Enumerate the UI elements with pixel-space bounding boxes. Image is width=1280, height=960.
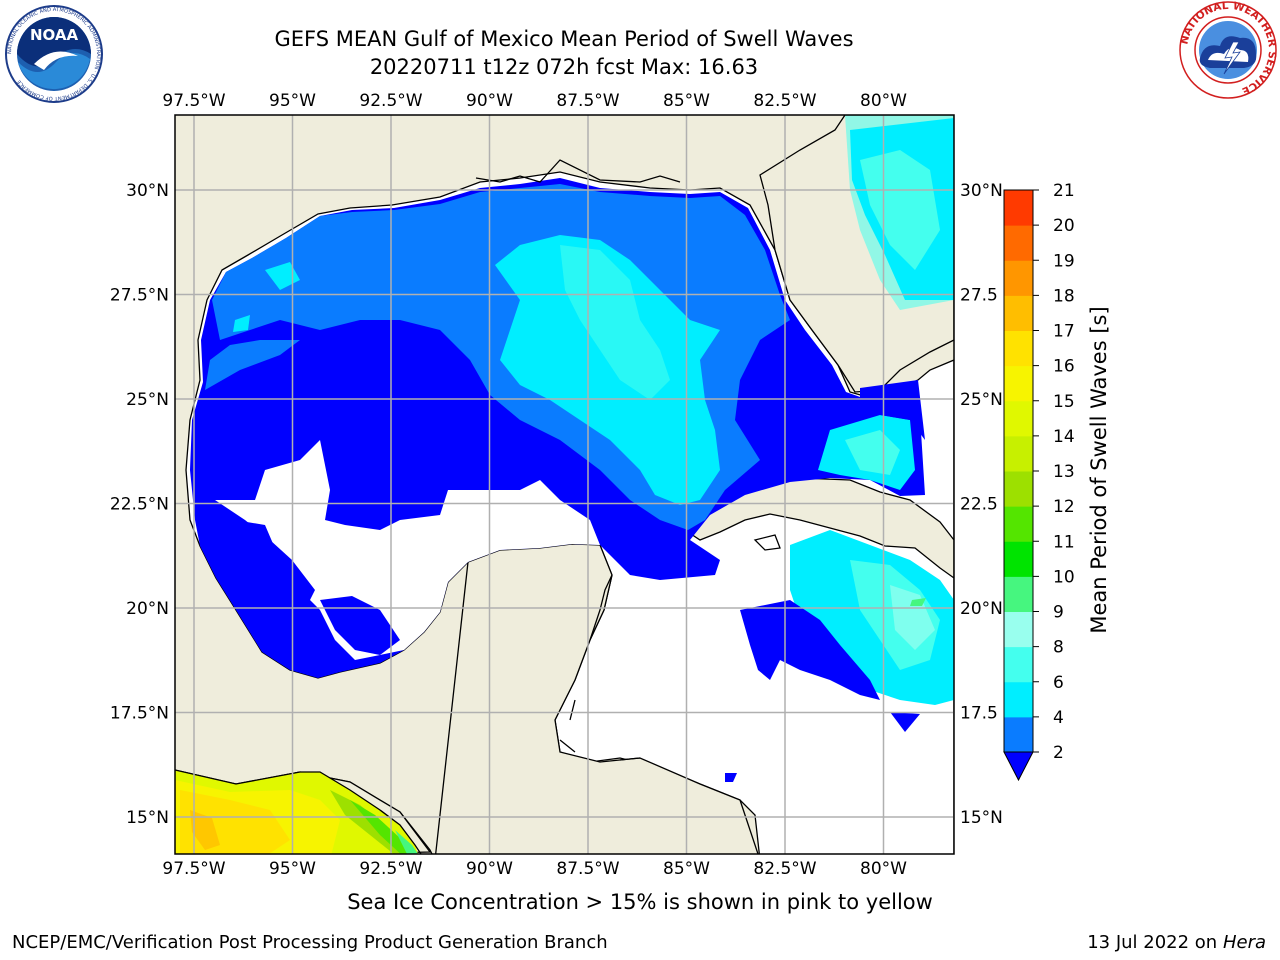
map-frame xyxy=(174,114,955,855)
colorbar-segment xyxy=(1004,365,1033,402)
lon-label-bottom: 87.5°W xyxy=(556,859,619,879)
lon-label-top: 80°W xyxy=(860,91,907,111)
colorbar-segment xyxy=(1004,716,1033,753)
colorbar-tick-label: 9 xyxy=(1053,603,1064,623)
lat-label-right: 22.5 xyxy=(960,495,998,515)
lat-label-left: 15°N xyxy=(126,808,169,828)
colorbar-segment xyxy=(1004,611,1033,648)
lat-label-right: 27.5 xyxy=(960,286,998,306)
colorbar-tick-label: 15 xyxy=(1053,392,1075,412)
colorbar: 2 4 6 8 9 10 11 12 13 14 15 16 17 18 19 20 21 xyxy=(1003,181,1075,782)
lon-label-bottom: 82.5°W xyxy=(753,859,816,879)
sea-ice-note: Sea Ice Concentration > 15% is shown in … xyxy=(347,890,933,914)
colorbar-tick-label: 19 xyxy=(1053,251,1075,271)
lat-label-left: 17.5°N xyxy=(110,704,169,724)
lat-label-right: 25°N xyxy=(960,390,1003,410)
colorbar-segment xyxy=(1004,541,1033,577)
lon-label-bottom: 80°W xyxy=(860,859,907,879)
colorbar-tick-label: 10 xyxy=(1053,567,1075,587)
colorbar-under-arrow xyxy=(1003,751,1034,782)
colorbar-tick-label: 4 xyxy=(1053,708,1064,728)
colorbar-label: Mean Period of Swell Waves [s] xyxy=(1087,306,1111,633)
lon-label-top: 87.5°W xyxy=(556,91,619,111)
colorbar-tick-label: 20 xyxy=(1053,216,1075,236)
lon-label-top: 85°W xyxy=(663,91,710,111)
lat-label-left: 20°N xyxy=(126,599,169,619)
colorbar-tick-label: 13 xyxy=(1053,462,1075,482)
lat-label-right: 15°N xyxy=(960,808,1003,828)
colorbar-segment xyxy=(1004,330,1033,367)
lon-label-top: 82.5°W xyxy=(753,91,816,111)
swell-4-6-region xyxy=(495,235,720,505)
lat-label-right: 20°N xyxy=(960,599,1003,619)
lon-label-bottom: 95°W xyxy=(269,859,316,879)
footer-credit: NCEP/EMC/Verification Post Processing Pr… xyxy=(12,932,608,953)
lat-label-right: 17.5 xyxy=(960,704,998,724)
lon-label-top: 97.5°W xyxy=(162,91,225,111)
chart-title: GEFS MEAN Gulf of Mexico Mean Period of … xyxy=(274,27,854,51)
colorbar-tick-label: 6 xyxy=(1053,673,1064,693)
colorbar-segment xyxy=(1004,646,1033,683)
colorbar-tick-label: 16 xyxy=(1053,357,1075,377)
colorbar-segment xyxy=(1004,681,1033,718)
lat-label-left: 25°N xyxy=(126,390,169,410)
footer-host: Hera xyxy=(1222,932,1266,953)
colorbar-tick-label: 21 xyxy=(1053,181,1075,201)
colorbar-tick-label: 8 xyxy=(1053,638,1064,658)
nws-logo: NATIONAL WEATHER SERVICE xyxy=(1178,0,1278,99)
colorbar-segment xyxy=(1004,295,1033,331)
noaa-logo: NOAA NATIONAL OCEANIC AND ATMOSPHERIC AD… xyxy=(5,5,103,103)
colorbar-segment xyxy=(1004,576,1033,612)
colorbar-segment xyxy=(1004,225,1033,261)
colorbar-tick-label: 14 xyxy=(1053,427,1075,447)
colorbar-segment xyxy=(1004,471,1033,507)
lon-label-top: 95°W xyxy=(269,91,316,111)
colorbar-tick-label: 18 xyxy=(1053,286,1075,306)
chart-subtitle: 20220711 t12z 072h fcst Max: 16.63 xyxy=(369,55,759,79)
lat-label-right: 30°N xyxy=(960,181,1003,201)
lat-label-left: 22.5°N xyxy=(110,495,169,515)
colorbar-segment xyxy=(1004,190,1033,226)
footer-date-text: 13 Jul 2022 on xyxy=(1087,932,1223,953)
lon-label-bottom: 85°W xyxy=(663,859,710,879)
colorbar-tick-label: 2 xyxy=(1053,743,1064,763)
lat-label-left: 27.5°N xyxy=(110,286,169,306)
colorbar-tick-label: 11 xyxy=(1053,532,1075,552)
colorbar-segment xyxy=(1004,506,1033,542)
lon-label-bottom: 90°W xyxy=(466,859,513,879)
colorbar-tick-label: 12 xyxy=(1053,497,1075,517)
lat-label-left: 30°N xyxy=(126,181,169,201)
colorbar-segment xyxy=(1004,400,1033,437)
lon-label-bottom: 92.5°W xyxy=(359,859,422,879)
noaa-logo-text: NOAA xyxy=(30,26,79,44)
lon-label-top: 92.5°W xyxy=(359,91,422,111)
colorbar-segment xyxy=(1004,435,1033,472)
lon-label-top: 90°W xyxy=(466,91,513,111)
colorbar-segment xyxy=(1004,260,1033,296)
footer-date: 13 Jul 2022 on Hera xyxy=(1087,932,1266,953)
lon-label-bottom: 97.5°W xyxy=(162,859,225,879)
gridlines xyxy=(175,115,954,854)
colorbar-tick-label: 17 xyxy=(1053,322,1075,342)
